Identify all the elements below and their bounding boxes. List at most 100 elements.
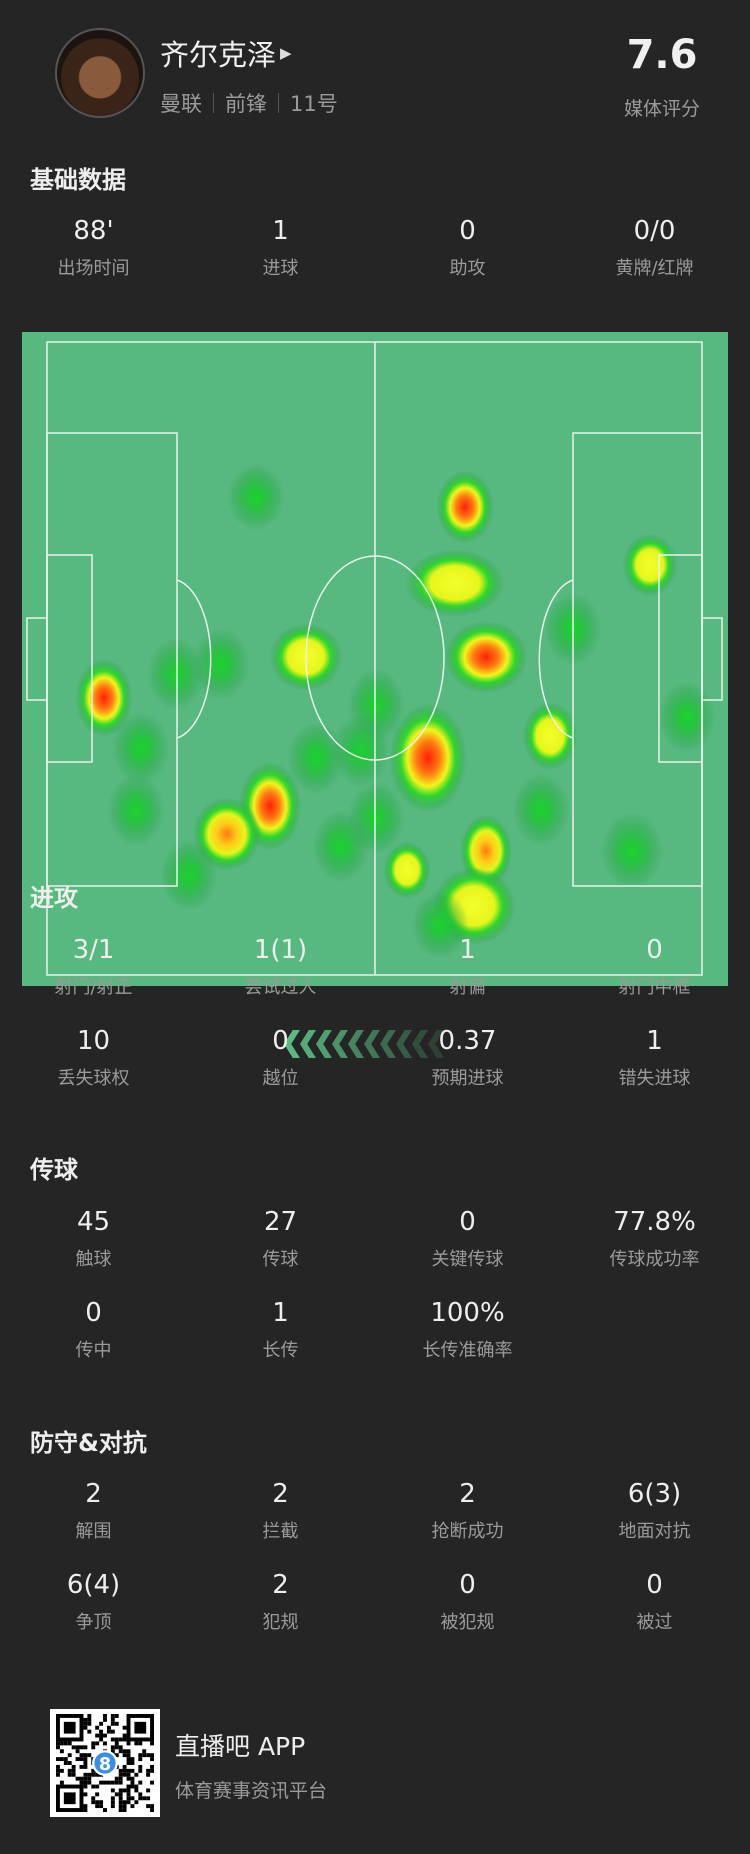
stat-attack: 1 射偏	[374, 933, 561, 999]
stat-value: 0	[646, 935, 663, 965]
heat-spot	[160, 838, 218, 912]
stat-passing: 77.8% 传球成功率	[561, 1205, 748, 1271]
heatmap-pitch	[22, 332, 728, 986]
heat-spot	[147, 637, 205, 711]
stat-value: 27	[263, 1207, 298, 1237]
stat-label: 抢断成功	[431, 1521, 504, 1542]
stat-label: 尝试过人	[244, 977, 317, 998]
section-title-basic: 基础数据	[30, 166, 126, 194]
stat-label: 解围	[75, 1521, 112, 1542]
stat-basic: 0 助攻	[374, 214, 561, 280]
stat-value: 0	[459, 1570, 476, 1600]
rating-value: 7.6	[626, 32, 698, 78]
stat-label: 传球成功率	[609, 1249, 700, 1270]
svg-text:8: 8	[99, 1755, 111, 1775]
stat-value: 77.8%	[613, 1207, 696, 1237]
stat-label: 黄牌/红牌	[615, 258, 694, 279]
stat-value: 2	[272, 1479, 289, 1509]
heat-spot	[512, 773, 570, 847]
stat-label: 越位	[262, 1068, 299, 1089]
stat-label: 被犯规	[440, 1612, 495, 1633]
stat-passing: 1 长传	[187, 1296, 374, 1362]
stat-value: 1(1)	[253, 935, 308, 965]
divider	[213, 93, 214, 113]
stat-value: 1	[272, 1298, 289, 1328]
stat-attack: 0.37 预期进球	[374, 1024, 561, 1090]
app-tagline: 体育赛事资讯平台	[175, 1780, 328, 1802]
stat-value: 10	[76, 1026, 111, 1056]
pitch-lines	[26, 341, 723, 976]
stat-basic: 1 进球	[187, 214, 374, 280]
stat-label: 传中	[75, 1340, 112, 1361]
heat-spot	[287, 721, 345, 795]
section-title-passing: 传球	[30, 1156, 78, 1184]
stat-label: 射门/射正	[54, 977, 133, 998]
stat-defense: 0 被过	[561, 1568, 748, 1634]
heat-spot	[622, 533, 678, 597]
player-name-link[interactable]: 齐尔克泽 ▶	[160, 32, 292, 74]
stat-label: 长传准确率	[422, 1340, 513, 1361]
stat-label: 长传	[262, 1340, 299, 1361]
stat-value: 0	[272, 1026, 289, 1056]
stat-value: 1	[459, 935, 476, 965]
stat-passing: 45 触球	[0, 1205, 187, 1271]
stat-value: 0/0	[633, 216, 676, 246]
stat-attack: 10 丢失球权	[0, 1024, 187, 1090]
stat-basic: 0/0 黄牌/红牌	[561, 214, 748, 280]
stat-value: 3/1	[72, 935, 115, 965]
heat-spot	[522, 702, 578, 770]
stat-label: 助攻	[449, 258, 486, 279]
heat-spot	[444, 620, 528, 694]
stat-defense: 6(4) 争顶	[0, 1568, 187, 1634]
rating-label: 媒体评分	[623, 98, 700, 120]
stat-defense: 6(3) 地面对抗	[561, 1477, 748, 1543]
stat-passing: 100% 长传准确率	[374, 1296, 561, 1362]
stat-label: 丢失球权	[57, 1068, 130, 1089]
stat-value: 1	[646, 1026, 663, 1056]
stat-attack: 0 越位	[187, 1024, 374, 1090]
stat-value: 0.37	[438, 1026, 497, 1056]
stat-value: 100%	[430, 1298, 505, 1328]
heat-spot	[389, 703, 467, 813]
player-avatar[interactable]	[55, 28, 145, 118]
stat-value: 45	[76, 1207, 111, 1237]
stat-value: 6(3)	[627, 1479, 682, 1509]
section-title-attack: 进攻	[30, 884, 78, 912]
stat-attack: 3/1 射门/射正	[0, 933, 187, 999]
stat-label: 射门中框	[618, 977, 691, 998]
stat-value: 88'	[73, 216, 114, 246]
stat-defense: 2 解围	[0, 1477, 187, 1543]
play-arrow-icon: ▶	[280, 44, 292, 62]
stat-value: 2	[85, 1479, 102, 1509]
stat-value: 0	[85, 1298, 102, 1328]
stat-passing: 0 传中	[0, 1296, 187, 1362]
shirt-number: 11号	[290, 92, 338, 116]
stat-attack: 0 射门中框	[561, 933, 748, 999]
stat-value: 6(4)	[66, 1570, 121, 1600]
heat-spot	[436, 470, 494, 544]
stat-label: 预期进球	[431, 1068, 504, 1089]
stat-defense: 2 拦截	[187, 1477, 374, 1543]
stat-label: 传球	[262, 1249, 299, 1270]
stat-label: 犯规	[262, 1612, 299, 1633]
stat-label: 进球	[262, 258, 299, 279]
stat-value: 1	[272, 216, 289, 246]
stat-label: 地面对抗	[618, 1521, 691, 1542]
stat-basic: 88' 出场时间	[0, 214, 187, 280]
position: 前锋	[225, 92, 267, 116]
divider	[278, 93, 279, 113]
stat-attack: 1 错失进球	[561, 1024, 748, 1090]
player-meta: 曼联 前锋 11号	[160, 88, 338, 118]
heat-spot	[312, 809, 370, 883]
stat-passing: 27 传球	[187, 1205, 374, 1271]
heat-spot	[411, 891, 469, 959]
stat-label: 拦截	[262, 1521, 299, 1542]
heat-spot	[107, 773, 165, 847]
stat-label: 错失进球	[618, 1068, 691, 1089]
heat-spot	[192, 627, 250, 701]
heat-spot	[112, 711, 170, 785]
qr-code: 8	[50, 1709, 160, 1817]
heat-spot	[227, 463, 285, 531]
stat-defense: 2 抢断成功	[374, 1477, 561, 1543]
player-name: 齐尔克泽	[160, 38, 277, 72]
